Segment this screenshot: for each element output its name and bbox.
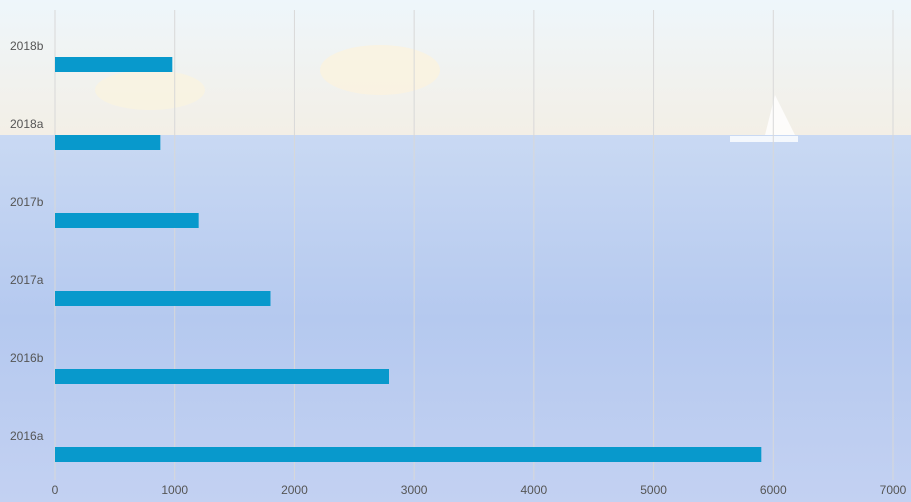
x-tick-label: 5000 xyxy=(640,483,667,497)
bar xyxy=(55,291,271,306)
y-tick-label: 2017a xyxy=(10,273,44,287)
y-tick-label: 2018a xyxy=(10,117,44,131)
x-tick-label: 2000 xyxy=(281,483,308,497)
x-tick-label: 7000 xyxy=(880,483,907,497)
x-tick-label: 1000 xyxy=(161,483,188,497)
y-tick-label: 2018b xyxy=(10,39,44,53)
y-tick-label: 2016a xyxy=(10,429,44,443)
bar xyxy=(55,57,173,72)
bar xyxy=(55,369,390,384)
bar xyxy=(55,213,199,228)
sailboat xyxy=(730,136,798,142)
x-tick-label: 0 xyxy=(52,483,59,497)
bar xyxy=(55,447,762,462)
background-sea xyxy=(0,135,911,502)
cloud xyxy=(320,45,440,95)
x-tick-label: 3000 xyxy=(401,483,428,497)
x-tick-label: 6000 xyxy=(760,483,787,497)
sailboat xyxy=(765,95,795,135)
cloud xyxy=(95,70,205,110)
y-tick-label: 2016b xyxy=(10,351,44,365)
bar xyxy=(55,135,161,150)
y-tick-label: 2017b xyxy=(10,195,44,209)
x-tick-label: 4000 xyxy=(521,483,548,497)
